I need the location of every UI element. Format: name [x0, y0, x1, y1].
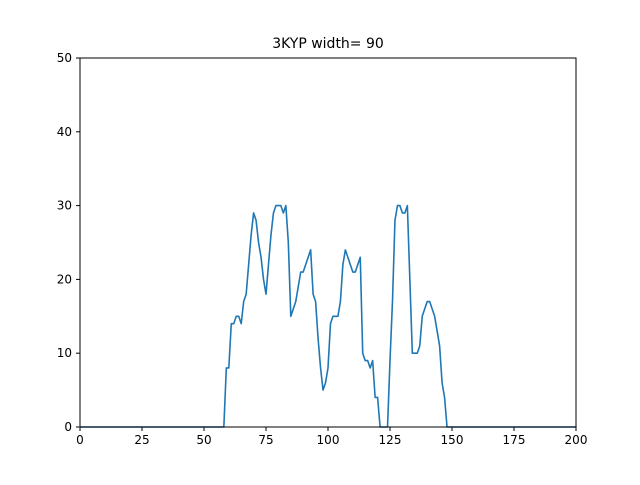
x-tick-label: 125 — [379, 433, 402, 447]
x-tick-label: 75 — [258, 433, 273, 447]
x-tick-label: 175 — [503, 433, 526, 447]
x-tick-label: 50 — [196, 433, 211, 447]
chart-title: 3KYP width= 90 — [272, 36, 384, 52]
x-tick-label: 100 — [317, 433, 340, 447]
x-axis: 0 25 50 75 100 125 150 175 200 — [76, 427, 587, 447]
y-axis: 0 10 20 30 40 50 — [57, 51, 80, 434]
y-tick-label: 0 — [64, 420, 72, 434]
y-tick-label: 30 — [57, 199, 72, 213]
y-tick-label: 20 — [57, 272, 72, 286]
x-tick-label: 200 — [565, 433, 588, 447]
series-line — [79, 204, 577, 428]
y-tick-label: 10 — [57, 346, 72, 360]
y-tick-label: 50 — [57, 51, 72, 65]
plot-frame — [79, 57, 577, 428]
x-tick-label: 25 — [134, 433, 149, 447]
series-layer — [79, 204, 577, 428]
x-tick-label: 0 — [76, 433, 84, 447]
x-tick-label: 150 — [441, 433, 464, 447]
y-tick-label: 40 — [57, 125, 72, 139]
